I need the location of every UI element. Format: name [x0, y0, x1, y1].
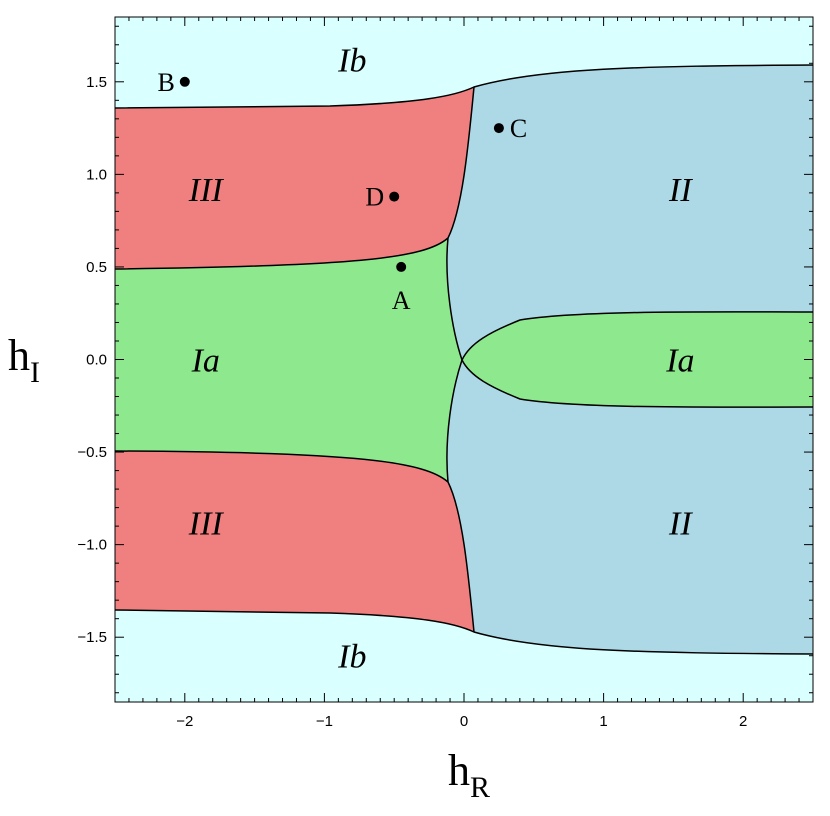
- region-label-ii: II: [668, 172, 693, 209]
- boundary-top: [115, 64, 813, 109]
- x-tick-labels: −2 −1 0 1 2: [176, 713, 747, 730]
- point-b-marker: [179, 76, 190, 87]
- x-tick-label: 0: [460, 713, 468, 730]
- region-label-ii: II: [668, 505, 693, 542]
- y-tick-label: 1.5: [86, 74, 107, 91]
- y-axis-title: hI: [8, 331, 40, 389]
- point-c-label: C: [510, 114, 527, 143]
- boundary-iii-ia-lower: [115, 450, 449, 483]
- boundary-bottom: [115, 609, 813, 655]
- region-label-iii: III: [188, 172, 225, 209]
- boundary-ia-ii-upper-left: [446, 237, 813, 408]
- point-c-marker: [493, 123, 504, 134]
- point-d-label: D: [365, 183, 384, 212]
- plot-area: [115, 17, 813, 702]
- point-a-marker: [396, 261, 407, 272]
- x-axis-title: hR: [448, 746, 490, 804]
- region-ia-left-fill: [115, 238, 462, 482]
- boundary-iii-ii-upper: [447, 86, 475, 239]
- region-label-ib: Ib: [337, 43, 366, 80]
- y-tick-label: 1.0: [86, 166, 107, 183]
- boundary-curves: [115, 64, 813, 655]
- boundary-ia-ii-lower-left: [446, 311, 813, 483]
- region-iii-upper-fill: [115, 87, 474, 269]
- boundary-iii-ia-upper: [115, 237, 449, 270]
- x-tick-label: −1: [316, 713, 333, 730]
- region-ia-right-fill: [462, 311, 813, 408]
- y-tick-label: −1.0: [77, 537, 107, 554]
- x-tick-label: 2: [739, 713, 747, 730]
- y-tick-label: 0.0: [86, 352, 107, 369]
- y-tick-labels: 1.5 1.0 0.5 0.0 −0.5 −1.0 −1.5: [77, 74, 107, 646]
- region-ii-lower-fill: [446, 360, 813, 654]
- region-label-iii: III: [188, 505, 225, 542]
- ticks: [114, 17, 814, 702]
- y-tick-label: −1.5: [77, 629, 107, 646]
- point-b-label: B: [157, 68, 174, 97]
- plot-frame: [114, 16, 814, 703]
- x-tick-label: −2: [176, 713, 193, 730]
- boundary-iii-ii-lower: [447, 481, 475, 633]
- point-a-label: A: [392, 286, 411, 315]
- region-ii-upper-fill: [446, 65, 813, 360]
- labeled-points: A B C D: [157, 68, 527, 315]
- point-d-marker: [389, 191, 400, 202]
- region-label-ib: Ib: [337, 639, 366, 676]
- y-tick-label: −0.5: [77, 444, 107, 461]
- x-tick-label: 1: [599, 713, 607, 730]
- region-label-ia: Ia: [665, 343, 694, 380]
- y-tick-label: 0.5: [86, 259, 107, 276]
- region-iii-lower-fill: [115, 451, 474, 632]
- region-label-ia: Ia: [191, 343, 220, 380]
